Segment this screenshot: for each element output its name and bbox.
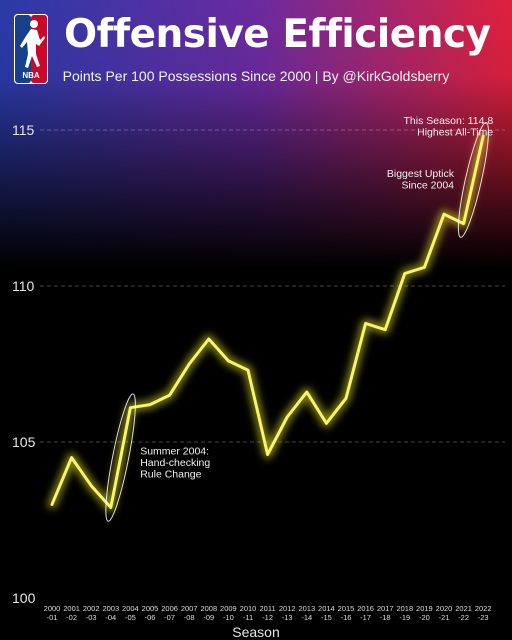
x-tick-label: 2017 -18 <box>377 604 394 622</box>
x-tick-label: 2018 -19 <box>396 604 413 622</box>
data-point <box>109 506 113 509</box>
annotation: This Season: 114.8 Highest All-Time <box>403 115 493 139</box>
x-tick-label: 2021 -22 <box>455 604 472 622</box>
x-tick-label: 2004 -05 <box>122 604 139 622</box>
data-point <box>90 484 93 487</box>
data-point <box>482 135 485 138</box>
x-tick-label: 2006 -07 <box>161 604 178 622</box>
data-point <box>442 213 446 216</box>
highlight-ellipse <box>105 393 136 522</box>
annotation: Summer 2004: Hand-checking Rule Change <box>140 445 210 480</box>
x-tick-label: 2008 -09 <box>200 604 217 622</box>
y-tick-label: 115 <box>12 122 35 138</box>
x-tick-label: 2013 -14 <box>298 604 315 622</box>
x-tick-label: 2010 -11 <box>240 604 257 622</box>
data-point <box>207 337 210 341</box>
x-tick-label: 2012 -13 <box>279 604 296 622</box>
y-tick-label: 100 <box>12 590 36 606</box>
x-tick-label: 2015 -16 <box>338 604 355 622</box>
x-tick-label: 2019 -20 <box>416 604 433 622</box>
data-point <box>148 403 152 406</box>
series-line <box>50 134 485 509</box>
y-tick-label: 110 <box>12 278 35 294</box>
data-point <box>305 390 308 394</box>
x-tick-label: 2020 -21 <box>436 604 453 622</box>
nba-logo-icon: NBA <box>14 14 48 84</box>
x-tick-label: 2002 -03 <box>83 604 100 622</box>
data-point <box>246 369 250 372</box>
data-point <box>403 272 406 275</box>
x-tick-label: 2000 -01 <box>44 604 61 622</box>
x-tick-label: 2005 -06 <box>142 604 159 622</box>
x-tick-label: 2003 -04 <box>102 604 119 622</box>
x-tick-label: 2011 -12 <box>260 604 276 622</box>
data-point <box>266 453 269 456</box>
data-point <box>50 503 54 506</box>
x-tick-label: 2001 -02 <box>63 604 80 622</box>
x-tick-label: 2009 -10 <box>220 604 237 622</box>
data-point <box>384 328 387 331</box>
data-point <box>325 422 328 425</box>
data-point <box>70 456 73 459</box>
y-tick-label: 105 <box>12 434 36 450</box>
x-axis-label: Season <box>232 624 279 640</box>
chart-title: Offensive Efficiency <box>64 12 491 57</box>
data-point <box>188 362 191 366</box>
chart-subtitle: Points Per 100 Possessions Since 2000 | … <box>62 68 450 84</box>
data-point <box>423 266 426 269</box>
x-tick-label: 2016 -17 <box>357 604 374 622</box>
data-point <box>364 322 367 325</box>
data-point <box>286 415 289 419</box>
x-tick-label: 2022 -23 <box>475 604 492 622</box>
data-point <box>168 394 171 397</box>
data-point <box>462 222 465 225</box>
x-tick-label: 2014 -15 <box>318 604 335 622</box>
annotation: Biggest Uptick Since 2004 <box>387 168 455 192</box>
data-point <box>129 406 132 409</box>
x-tick-label: 2007 -08 <box>181 604 198 622</box>
logo-text: NBA <box>22 71 40 80</box>
data-point <box>344 397 348 400</box>
highlight-ellipse <box>457 122 489 238</box>
data-point <box>227 359 230 363</box>
